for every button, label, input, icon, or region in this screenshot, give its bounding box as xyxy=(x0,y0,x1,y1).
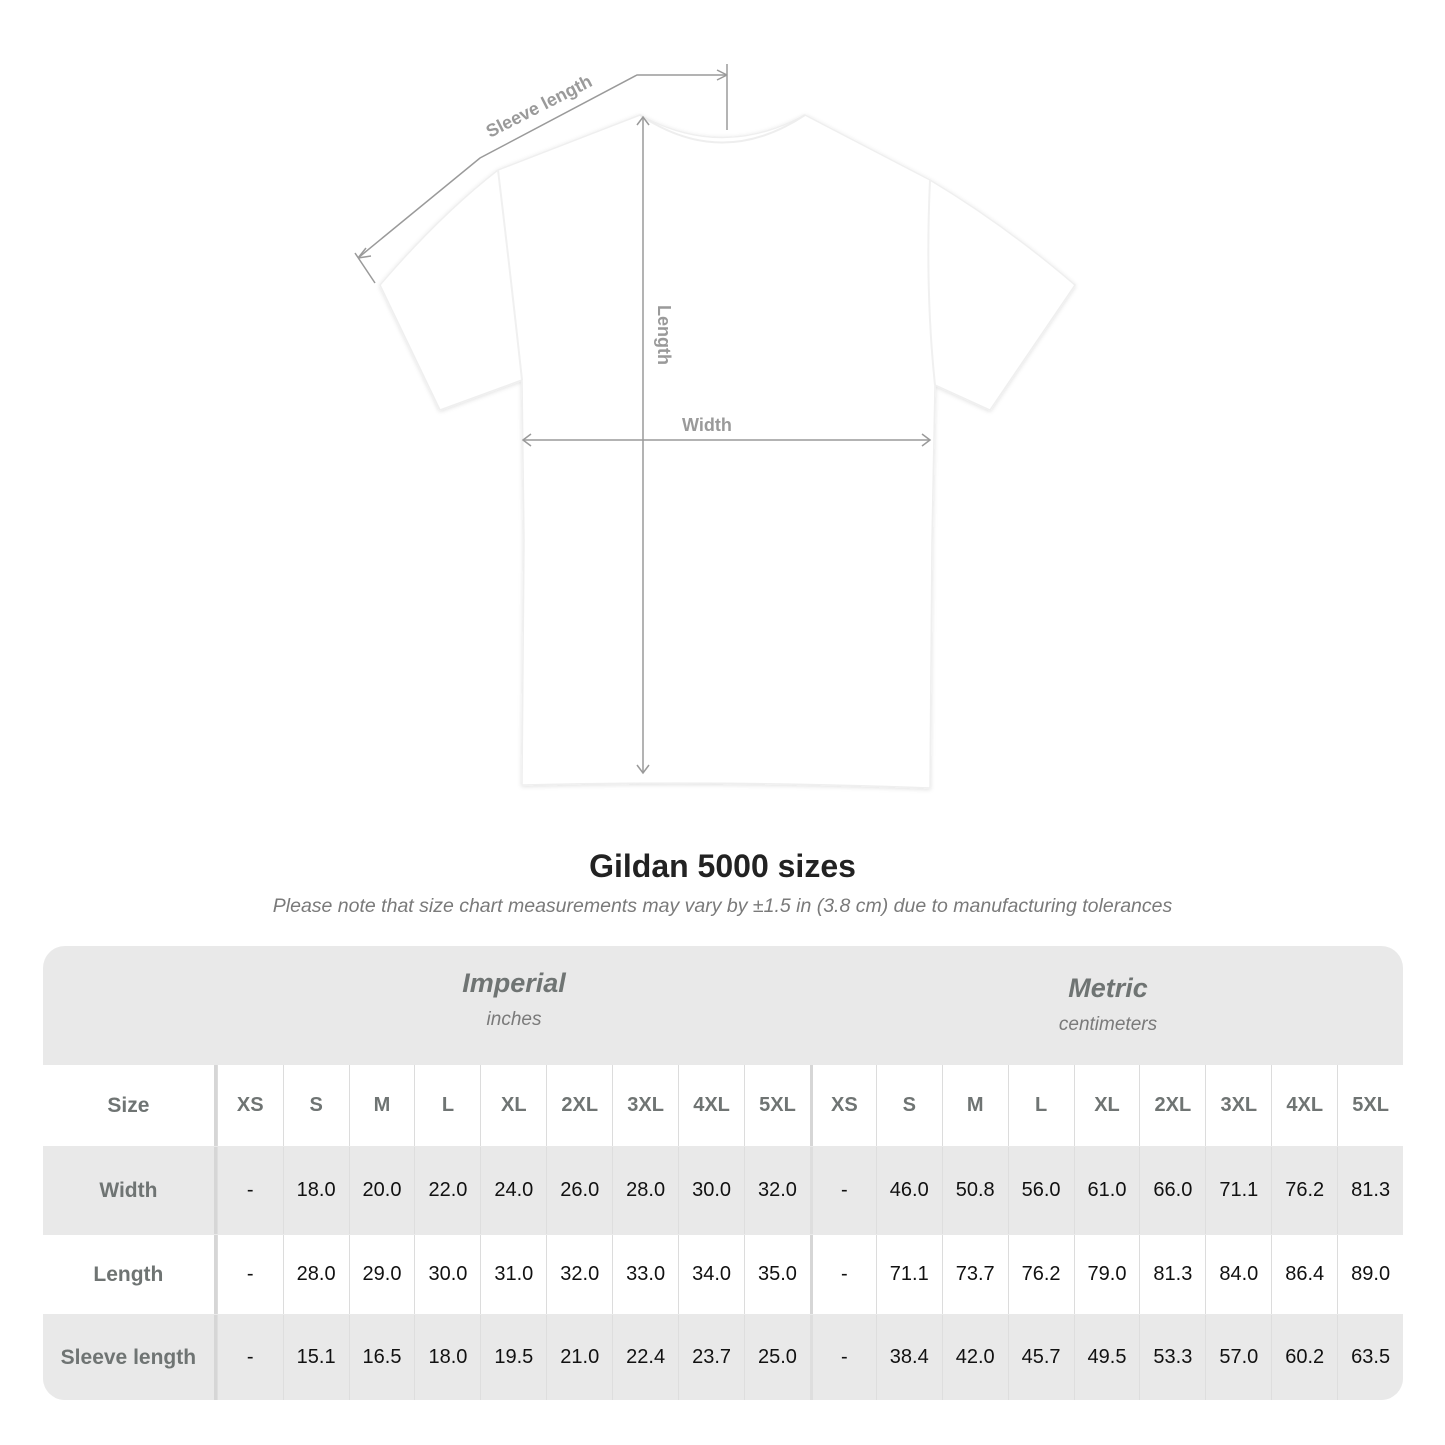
size-header-metric: XL xyxy=(1073,1065,1140,1146)
metric-value-cell: 71.1 xyxy=(1205,1147,1271,1234)
metric-value-cell: 76.2 xyxy=(1007,1235,1074,1314)
sleeve-seams xyxy=(497,169,936,386)
metric-value-cell: 66.0 xyxy=(1139,1147,1205,1234)
imperial-value-cell: 32.0 xyxy=(744,1147,810,1234)
imperial-value-cell: 30.0 xyxy=(414,1235,480,1314)
imperial-value-cell: 34.0 xyxy=(678,1235,744,1314)
imperial-header: Imperial inches xyxy=(217,968,811,1086)
metric-value-cell: 50.8 xyxy=(941,1147,1008,1234)
row-label: Length xyxy=(43,1235,217,1314)
imperial-value-cell: 28.0 xyxy=(282,1235,349,1314)
metric-label: Metric xyxy=(1068,973,1148,1003)
metric-value-cell: 60.2 xyxy=(1271,1315,1337,1400)
size-header-imperial: XS xyxy=(216,1065,283,1146)
imperial-value-cell: - xyxy=(216,1315,283,1400)
size-header-label: Size xyxy=(43,1065,217,1146)
metric-value-cell: 56.0 xyxy=(1007,1147,1074,1234)
table-row: Length -28.0 29.0 30.0 31.0 32.0 33.0 34.0 35.0-… xyxy=(43,1235,1403,1314)
imperial-label: Imperial xyxy=(462,968,566,998)
size-header-metric: S xyxy=(875,1065,942,1146)
metric-value-cell: - xyxy=(809,1315,876,1400)
metric-value-cell: - xyxy=(809,1235,876,1314)
size-header-imperial: M xyxy=(348,1065,415,1146)
size-header-imperial: XL xyxy=(480,1065,546,1146)
metric-value-cell: 79.0 xyxy=(1073,1235,1140,1314)
imperial-value-cell: 24.0 xyxy=(480,1147,546,1234)
metric-value-cell: 73.7 xyxy=(941,1235,1008,1314)
imperial-value-cell: 21.0 xyxy=(546,1315,612,1400)
metric-value-cell: 46.0 xyxy=(875,1147,942,1234)
metric-value-cell: 89.0 xyxy=(1337,1235,1403,1314)
sleeve-length-line xyxy=(354,64,728,284)
size-table: Imperial inches Metric centimeters Size X… xyxy=(43,946,1403,1400)
metric-value-cell: 86.4 xyxy=(1271,1235,1337,1314)
metric-value-cell: 61.0 xyxy=(1073,1147,1140,1234)
metric-header: Metric centimeters xyxy=(811,973,1403,1091)
width-line xyxy=(521,433,932,447)
metric-value-cell: 71.1 xyxy=(875,1235,942,1314)
tshirt-diagram: Sleeve length Length Width xyxy=(354,64,1076,789)
size-header-row: Size XS S M L XL 2XL 3XL 4XL 5XL XS S M L XL 2XL 3XL 4XL 5… xyxy=(43,1065,1403,1146)
imperial-value-cell: - xyxy=(216,1235,283,1314)
imperial-value-cell: 23.7 xyxy=(678,1315,744,1400)
imperial-value-cell: 18.0 xyxy=(282,1147,349,1234)
tolerance-note: Please note that size chart measurements… xyxy=(272,895,1173,917)
imperial-value-cell: 15.1 xyxy=(282,1315,349,1400)
imperial-value-cell: 22.0 xyxy=(414,1147,480,1234)
imperial-value-cell: 29.0 xyxy=(348,1235,415,1314)
metric-value-cell: 81.3 xyxy=(1139,1235,1205,1314)
imperial-value-cell: 35.0 xyxy=(744,1235,810,1314)
size-header-metric: 2XL xyxy=(1139,1065,1205,1146)
size-header-imperial: 4XL xyxy=(678,1065,744,1146)
imperial-value-cell: 30.0 xyxy=(678,1147,744,1234)
size-header-metric: M xyxy=(941,1065,1008,1146)
imperial-value-cell: 31.0 xyxy=(480,1235,546,1314)
metric-value-cell: - xyxy=(809,1147,876,1234)
size-header-imperial: 5XL xyxy=(744,1065,810,1146)
table-row: Width -18.0 20.0 22.0 24.0 26.0 28.0 30.0 32.0-4… xyxy=(43,1147,1403,1234)
imperial-value-cell: 19.5 xyxy=(480,1315,546,1400)
size-header-metric: 3XL xyxy=(1205,1065,1271,1146)
row-label: Width xyxy=(43,1147,217,1234)
length-label: Length xyxy=(654,305,674,365)
metric-value-cell: 76.2 xyxy=(1271,1147,1337,1234)
size-header-metric: L xyxy=(1007,1065,1074,1146)
size-header-imperial: S xyxy=(282,1065,349,1146)
imperial-value-cell: 26.0 xyxy=(546,1147,612,1234)
table-row: Sleeve length -15.1 16.5 18.0 19.5 21.0 22.4 23… xyxy=(43,1315,1403,1400)
imperial-value-cell: 16.5 xyxy=(348,1315,415,1400)
size-header-imperial: 3XL xyxy=(612,1065,678,1146)
imperial-value-cell: - xyxy=(216,1147,283,1234)
imperial-value-cell: 28.0 xyxy=(612,1147,678,1234)
imperial-value-cell: 25.0 xyxy=(744,1315,810,1400)
imperial-value-cell: 22.4 xyxy=(612,1315,678,1400)
imperial-value-cell: 18.0 xyxy=(414,1315,480,1400)
size-header-imperial: L xyxy=(414,1065,480,1146)
length-line xyxy=(636,115,650,775)
metric-value-cell: 53.3 xyxy=(1139,1315,1205,1400)
size-header-metric: 4XL xyxy=(1271,1065,1337,1146)
metric-value-cell: 49.5 xyxy=(1073,1315,1140,1400)
metric-value-cell: 57.0 xyxy=(1205,1315,1271,1400)
width-label: Width xyxy=(682,415,732,435)
tshirt-collar xyxy=(639,114,806,144)
size-header-metric: XS xyxy=(809,1065,876,1146)
metric-value-cell: 81.3 xyxy=(1337,1147,1403,1234)
imperial-value-cell: 20.0 xyxy=(348,1147,415,1234)
metric-value-cell: 84.0 xyxy=(1205,1235,1271,1314)
imperial-value-cell: 33.0 xyxy=(612,1235,678,1314)
size-header-metric: 5XL xyxy=(1337,1065,1403,1146)
metric-value-cell: 42.0 xyxy=(941,1315,1008,1400)
imperial-unit: inches xyxy=(486,1009,542,1030)
metric-unit: centimeters xyxy=(1058,1014,1158,1035)
row-label: Sleeve length xyxy=(43,1315,217,1400)
metric-value-cell: 45.7 xyxy=(1007,1315,1074,1400)
tshirt-shape xyxy=(379,114,1076,789)
metric-value-cell: 38.4 xyxy=(875,1315,942,1400)
imperial-value-cell: 32.0 xyxy=(546,1235,612,1314)
size-header-imperial: 2XL xyxy=(546,1065,612,1146)
chart-title: Gildan 5000 sizes xyxy=(589,848,856,884)
metric-value-cell: 63.5 xyxy=(1337,1315,1403,1400)
